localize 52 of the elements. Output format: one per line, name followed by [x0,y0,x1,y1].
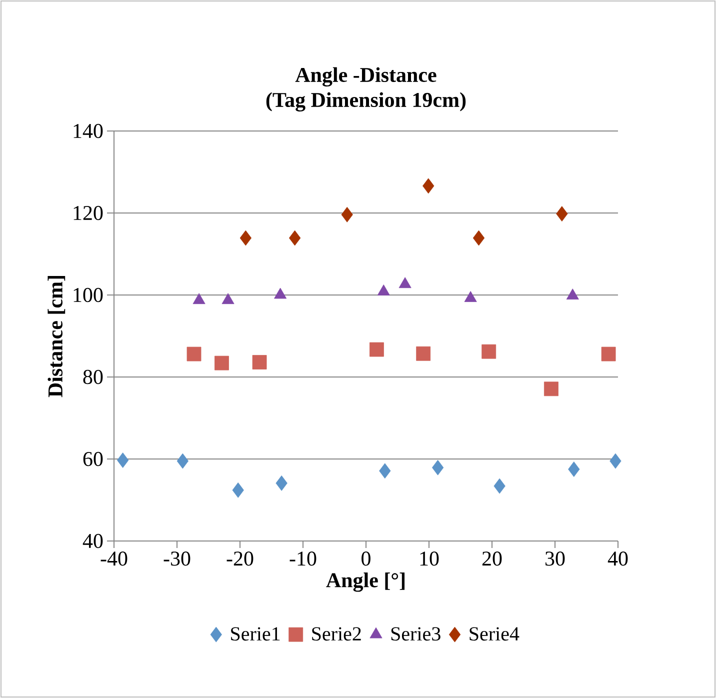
x-tick-label: -20 [226,552,254,566]
x-tick-label: 10 [420,552,439,566]
point [398,277,412,288]
point [494,478,506,494]
legend-label: Serie1 [231,627,280,641]
y-tick-label: 120 [74,206,103,220]
y-tick-label: 60 [83,452,103,466]
point [214,356,229,370]
x-tick-label: 0 [362,552,370,566]
point [276,475,288,491]
x-tick-label: -30 [164,552,190,566]
point [370,342,384,357]
point [544,382,558,396]
point [416,346,431,361]
point [288,230,301,246]
point [464,291,477,302]
point [568,462,580,477]
point [610,453,622,469]
point [379,463,391,479]
x-tick-label: 40 [608,552,628,566]
point [482,344,496,359]
y-axis-title: Distance [cm] [48,276,66,398]
y-tick-label: 80 [83,370,103,384]
point [240,230,252,246]
x-tick-label: 20 [482,552,502,566]
x-tick-label: -40 [100,552,128,566]
legend-label: Serie3 [391,627,440,641]
point [192,293,206,304]
point [566,288,579,300]
x-axis-title: Angle [°] [326,572,405,592]
legend-label: Serie2 [312,627,361,641]
chart-title: Angle -Distance (Tag Dimension 19cm) [266,67,466,112]
point [252,355,267,370]
point [432,460,444,476]
point [601,346,616,362]
point [176,453,188,469]
y-tick-label: 40 [82,534,103,548]
point [186,346,202,362]
point [232,482,244,498]
point [341,206,353,222]
point [556,206,568,222]
legend-label: Serie4 [470,627,520,641]
point [377,284,390,296]
y-tick-label: 100 [74,288,103,302]
point [422,178,434,194]
x-tick-label: 30 [545,552,565,566]
y-tick-label: 140 [74,124,103,138]
point [472,230,485,246]
x-tick-label: -10 [290,552,316,566]
point [274,288,287,299]
point [222,293,234,304]
point [117,452,129,468]
